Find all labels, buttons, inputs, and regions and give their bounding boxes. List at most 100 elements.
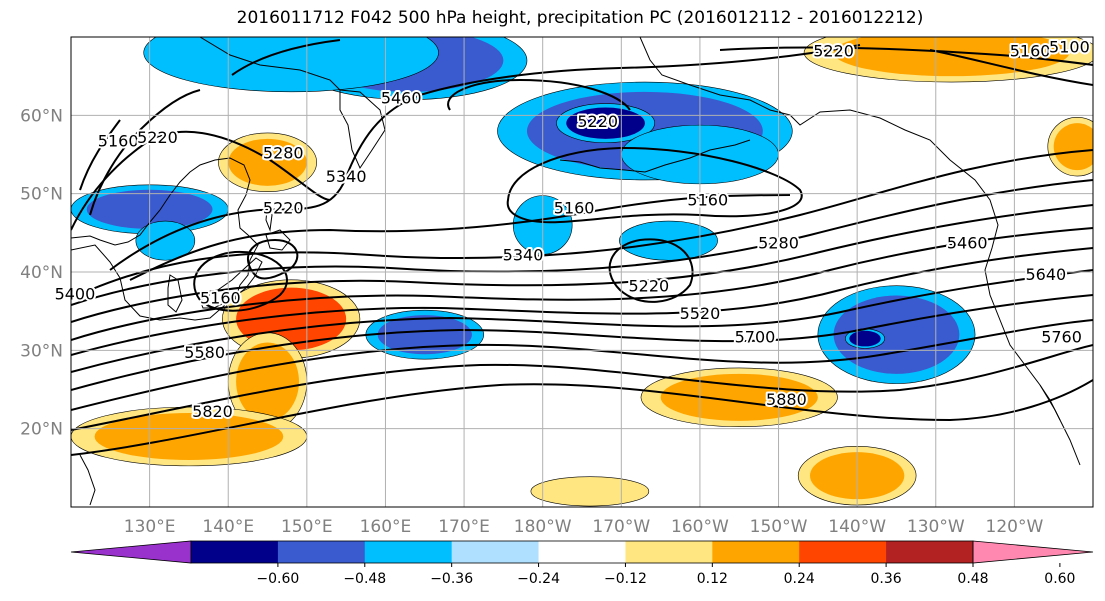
svg-text:5340: 5340 [503, 245, 544, 264]
colorbar: −0.60 −0.48 −0.36 −0.24 −0.12 0.12 0.24 0.36 0.4… [70, 540, 1094, 587]
longitude-label: 170°W [592, 517, 650, 537]
contour-line [231, 39, 341, 76]
longitude-label: 150°E [281, 517, 333, 537]
map-frame: 5160516052205220528052805340534054605460… [20, 36, 1094, 537]
contour-line [447, 78, 631, 111]
svg-text:5160: 5160 [98, 132, 139, 151]
coastline-philippines [79, 454, 96, 506]
svg-text:5220: 5220 [577, 112, 618, 131]
svg-text:5340: 5340 [326, 167, 367, 186]
coastline-baja [1039, 384, 1081, 466]
longitude-label: 180°W [514, 517, 572, 537]
svg-text:5520: 5520 [680, 304, 721, 323]
svg-text:5160: 5160 [554, 198, 595, 217]
longitude-label: 130°E [124, 517, 176, 537]
svg-text:5100: 5100 [1049, 38, 1090, 57]
svg-text:5760: 5760 [1041, 328, 1082, 347]
longitude-label: 170°E [438, 517, 490, 537]
contour-line [71, 247, 1093, 356]
svg-text:5640: 5640 [1025, 265, 1066, 284]
svg-text:5160: 5160 [1010, 42, 1051, 61]
svg-text:5160: 5160 [554, 198, 595, 217]
svg-text:5220: 5220 [263, 198, 304, 217]
contour-line [71, 344, 1093, 431]
svg-text:5760: 5760 [1041, 328, 1082, 347]
precip-patch [227, 332, 308, 431]
coastline-aleutians [559, 139, 751, 173]
page-title: 2016011712 F042 500 hPa height, precipit… [236, 8, 924, 28]
colorbar-tick-label: 0.36 [871, 571, 902, 587]
colorbar-tick-label: −0.12 [604, 571, 647, 587]
colorbar-segment [625, 541, 713, 563]
svg-text:5880: 5880 [766, 390, 807, 409]
longitude-label: 150°W [750, 517, 808, 537]
contour-line [71, 269, 1093, 373]
colorbar-tick-label: 0.24 [784, 571, 815, 587]
contour-line [193, 250, 288, 312]
contour-line [71, 204, 1093, 323]
precipitation-field [71, 37, 1093, 507]
svg-text:5880: 5880 [766, 390, 807, 409]
colorbar-tick-label: −0.60 [256, 571, 299, 587]
svg-text:5400: 5400 [55, 284, 96, 303]
svg-text:5340: 5340 [326, 167, 367, 186]
colorbar-extend-max [972, 540, 1094, 564]
precip-patch [1047, 117, 1093, 177]
svg-text:5280: 5280 [263, 143, 304, 162]
contour-line [71, 379, 1093, 456]
svg-text:5100: 5100 [1049, 38, 1090, 57]
colorbar-segment [538, 541, 626, 563]
svg-text:5520: 5520 [680, 304, 721, 323]
contour-line [71, 294, 1093, 391]
svg-text:5160: 5160 [687, 190, 728, 209]
precip-patch [365, 309, 485, 360]
latitude-label: 30°N [20, 341, 63, 361]
svg-text:5220: 5220 [577, 112, 618, 131]
svg-text:5220: 5220 [137, 128, 178, 147]
svg-text:5400: 5400 [55, 284, 96, 303]
contour-line [608, 238, 694, 303]
colorbar-tick-label: −0.48 [343, 571, 386, 587]
svg-text:5820: 5820 [192, 402, 233, 421]
contour-line [109, 44, 861, 271]
contour-line [89, 89, 201, 216]
colorbar-tick-label: −0.24 [517, 571, 560, 587]
svg-text:5460: 5460 [381, 89, 422, 108]
longitude-label: 140°E [202, 517, 254, 537]
latitude-label: 50°N [20, 185, 63, 205]
coastline-kamchatka [339, 89, 386, 170]
svg-text:5160: 5160 [200, 288, 241, 307]
latitude-labels: 60°N 50°N 40°N 30°N 20°N [20, 106, 63, 439]
svg-text:5280: 5280 [758, 234, 799, 253]
svg-text:5220: 5220 [263, 198, 304, 217]
height-contours [71, 39, 1093, 456]
svg-text:5280: 5280 [263, 143, 304, 162]
contour-line [71, 227, 1093, 341]
colorbar-segment [191, 541, 279, 563]
precip-patch [143, 37, 439, 93]
longitude-labels: 130°E 140°E 150°E 160°E 170°E 180°W 170°W 160°W… [124, 517, 1044, 537]
colorbar-tick-label: 0.12 [697, 571, 728, 587]
svg-text:5460: 5460 [947, 234, 988, 253]
svg-text:5160: 5160 [1010, 42, 1051, 61]
svg-text:5220: 5220 [813, 42, 854, 61]
colorbar-segment [886, 541, 974, 563]
svg-text:5460: 5460 [381, 89, 422, 108]
colorbar-tick-label: −0.36 [430, 571, 473, 587]
longitude-label: 160°W [671, 517, 729, 537]
